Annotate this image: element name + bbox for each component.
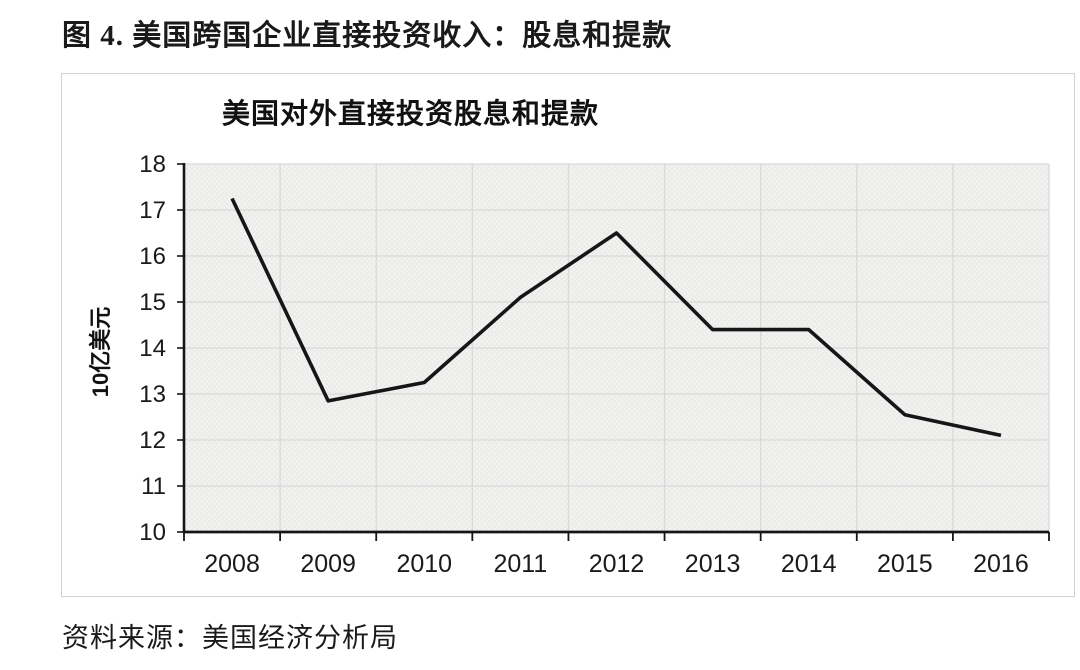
x-tick-label: 2010 — [396, 550, 452, 578]
y-tick-label: 15 — [139, 289, 166, 316]
y-tick-label: 11 — [141, 473, 166, 500]
x-tick-label: 2016 — [973, 550, 1029, 578]
x-tick-label: 2009 — [300, 550, 356, 578]
y-tick-label: 10 — [139, 519, 166, 546]
x-tick-label: 2013 — [685, 550, 741, 578]
x-tick-label: 2008 — [204, 550, 260, 578]
y-tick-label: 13 — [139, 381, 166, 408]
figure-title: 图 4. 美国跨国企业直接投资收入：股息和提款 — [62, 20, 673, 52]
y-tick-label: 17 — [139, 197, 166, 224]
x-tick-label: 2014 — [781, 550, 837, 578]
y-axis-label: 10亿美元 — [88, 307, 113, 397]
chart-title: 美国对外直接投资股息和提款 — [222, 99, 600, 130]
data-line-series — [230, 197, 1002, 438]
y-tick-label: 12 — [139, 427, 166, 454]
x-tick-label: 2012 — [589, 550, 645, 578]
line-chart: 10 11 12 13 14 15 16 17 18 2008 2009 2010 2011 2012 20… — [88, 151, 1050, 578]
x-tick-label: 2015 — [877, 550, 933, 578]
x-tick-label: 2011 — [494, 550, 548, 578]
source-note: 资料来源：美国经济分析局 — [62, 623, 398, 653]
y-tick-label: 14 — [139, 335, 166, 362]
y-tick-label: 16 — [139, 243, 166, 270]
y-tick-label: 18 — [139, 151, 166, 178]
chart-container: 10 11 12 13 14 15 16 17 18 2008 2009 2010 2011 2012 20… — [61, 73, 1075, 597]
